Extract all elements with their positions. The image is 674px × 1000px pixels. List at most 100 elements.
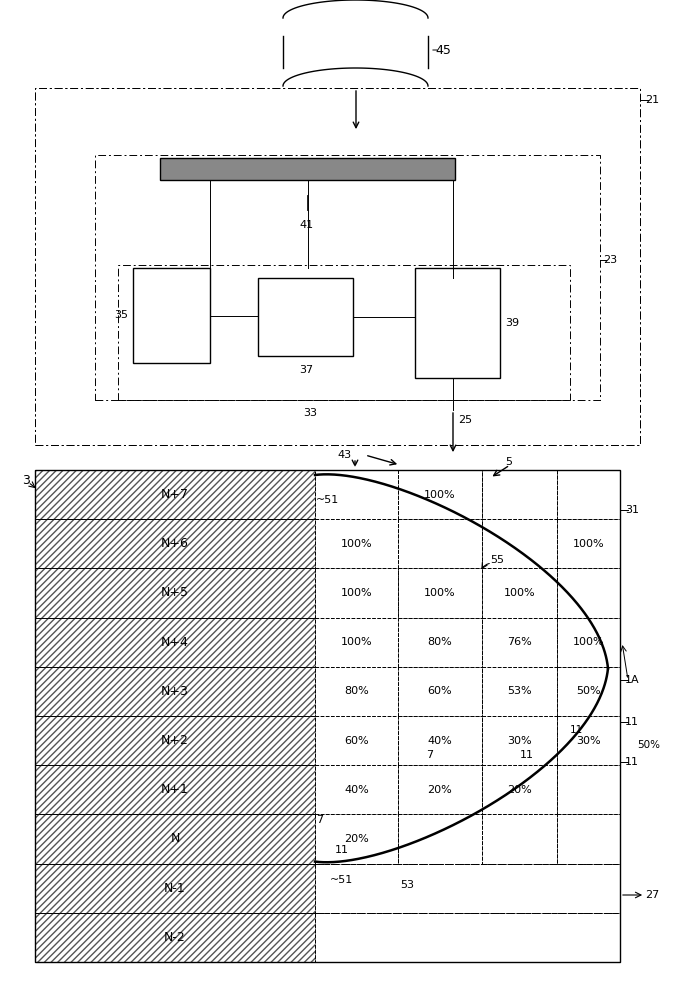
Bar — [315, 814, 398, 864]
Text: 40%: 40% — [344, 785, 369, 795]
Text: 100%: 100% — [573, 539, 605, 549]
Bar — [398, 519, 482, 568]
Text: N+3: N+3 — [161, 685, 189, 698]
Bar — [482, 765, 557, 814]
Bar — [35, 470, 315, 519]
Text: 5: 5 — [505, 457, 512, 467]
Text: 80%: 80% — [344, 686, 369, 696]
Text: 7: 7 — [427, 750, 433, 760]
Bar — [315, 470, 398, 519]
Bar — [35, 519, 315, 568]
Bar — [398, 765, 482, 814]
Text: 3: 3 — [22, 474, 30, 487]
Text: N-1: N-1 — [164, 882, 186, 895]
Bar — [35, 864, 315, 913]
Bar — [315, 618, 398, 667]
Bar — [35, 716, 315, 765]
Bar — [133, 268, 210, 363]
Bar — [315, 716, 398, 765]
Bar — [557, 814, 620, 864]
Bar — [415, 268, 500, 378]
Text: 100%: 100% — [340, 637, 372, 647]
Text: 1A: 1A — [625, 675, 640, 685]
Bar — [315, 913, 620, 962]
Text: N+4: N+4 — [161, 636, 189, 649]
Bar — [557, 716, 620, 765]
Bar — [35, 864, 315, 913]
Text: 11: 11 — [625, 757, 639, 767]
Text: 21: 21 — [645, 95, 659, 105]
Bar — [398, 716, 482, 765]
Bar — [35, 765, 315, 814]
Bar — [35, 814, 315, 864]
Bar — [482, 716, 557, 765]
Text: 100%: 100% — [424, 588, 456, 598]
Text: 55: 55 — [490, 555, 504, 565]
Bar — [35, 88, 640, 445]
Text: N+7: N+7 — [161, 488, 189, 501]
Text: 40%: 40% — [427, 736, 452, 746]
Text: 41: 41 — [300, 220, 314, 230]
Bar — [482, 470, 557, 519]
Text: N+5: N+5 — [161, 586, 189, 599]
Text: 37: 37 — [299, 365, 313, 375]
Text: ~51: ~51 — [316, 495, 339, 505]
Text: 53: 53 — [400, 880, 414, 890]
Bar — [557, 568, 620, 618]
Bar — [557, 519, 620, 568]
Bar — [482, 618, 557, 667]
Text: 60%: 60% — [428, 686, 452, 696]
Text: 76%: 76% — [507, 637, 532, 647]
Text: 100%: 100% — [340, 539, 372, 549]
Bar — [35, 88, 640, 445]
Text: 23: 23 — [603, 255, 617, 265]
Bar — [35, 568, 315, 618]
Text: 53%: 53% — [508, 686, 532, 696]
Text: 20%: 20% — [344, 834, 369, 844]
Bar — [398, 568, 482, 618]
Bar — [557, 667, 620, 716]
Bar — [118, 265, 570, 400]
Bar — [315, 568, 398, 618]
Bar — [398, 814, 482, 864]
Bar — [35, 667, 315, 716]
Text: ~51: ~51 — [330, 875, 353, 885]
Text: 43: 43 — [338, 450, 352, 460]
Bar — [482, 814, 557, 864]
Text: N+2: N+2 — [161, 734, 189, 747]
Bar — [35, 470, 620, 962]
Text: 11: 11 — [520, 750, 534, 760]
Bar — [95, 155, 600, 400]
Bar — [35, 667, 315, 716]
Bar — [398, 667, 482, 716]
Text: 11: 11 — [570, 725, 583, 735]
Text: 30%: 30% — [508, 736, 532, 746]
Text: 20%: 20% — [507, 785, 532, 795]
Text: 50%: 50% — [576, 686, 601, 696]
Bar — [557, 765, 620, 814]
Bar — [315, 864, 620, 913]
Bar — [482, 519, 557, 568]
Text: 25: 25 — [458, 415, 472, 425]
Bar — [482, 568, 557, 618]
Bar — [160, 158, 455, 180]
Bar — [35, 814, 315, 864]
Bar — [557, 618, 620, 667]
Text: 27: 27 — [645, 890, 659, 900]
Text: 7: 7 — [316, 815, 324, 825]
Bar — [258, 278, 353, 356]
Text: 100%: 100% — [503, 588, 535, 598]
Text: 11: 11 — [625, 717, 639, 727]
Bar — [35, 913, 315, 962]
Text: 45: 45 — [435, 43, 451, 56]
Text: N-2: N-2 — [164, 931, 186, 944]
Text: 30%: 30% — [576, 736, 601, 746]
Text: 50%: 50% — [637, 740, 660, 750]
Bar — [398, 618, 482, 667]
Bar — [35, 618, 315, 667]
Text: 20%: 20% — [427, 785, 452, 795]
Bar — [35, 568, 315, 618]
Text: 100%: 100% — [573, 637, 605, 647]
Bar — [315, 667, 398, 716]
Text: 60%: 60% — [344, 736, 369, 746]
